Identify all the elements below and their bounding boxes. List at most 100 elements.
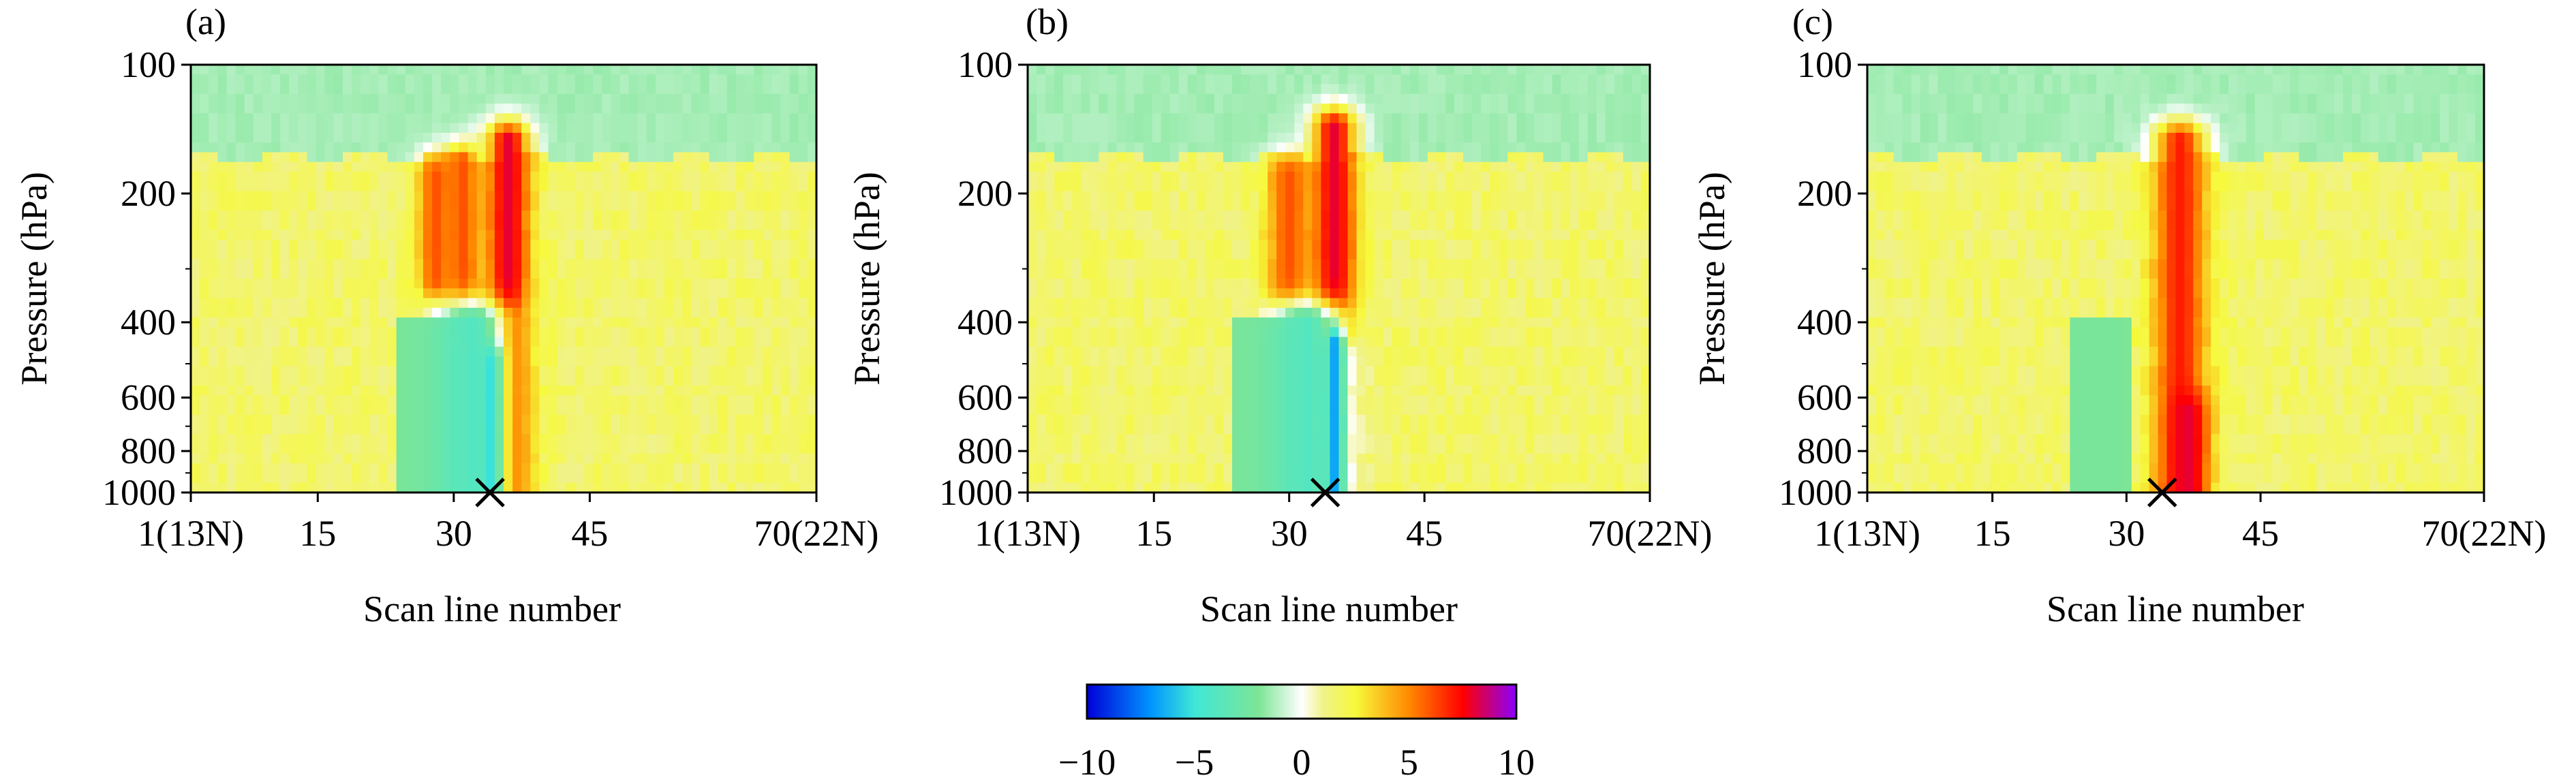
- heatmap-cell: [333, 220, 343, 231]
- heatmap-cell: [745, 191, 754, 202]
- heatmap-cell: [459, 142, 469, 153]
- heatmap-cell: [1107, 181, 1118, 192]
- heatmap-cell: [1205, 395, 1215, 406]
- heatmap-cell: [1090, 210, 1100, 221]
- heatmap-cell: [1134, 405, 1144, 416]
- heatmap-cell: [235, 161, 245, 172]
- heatmap-cell: [539, 366, 549, 377]
- heatmap-cell: [280, 288, 290, 299]
- heatmap-cell: [262, 395, 272, 406]
- heatmap-cell: [298, 181, 308, 192]
- heatmap-cell: [191, 453, 200, 464]
- heatmap-cell: [521, 113, 532, 124]
- heatmap-cell: [682, 181, 692, 192]
- heatmap-cell: [584, 200, 594, 211]
- heatmap-cell: [298, 104, 308, 114]
- heatmap-cell: [200, 279, 210, 290]
- heatmap-cell: [1347, 317, 1358, 328]
- heatmap-cell: [664, 473, 674, 484]
- heatmap-cell: [1214, 375, 1224, 386]
- heatmap-cell: [217, 288, 228, 299]
- heatmap-cell: [718, 93, 728, 104]
- heatmap-cell: [807, 220, 817, 231]
- heatmap-cell: [771, 463, 782, 474]
- heatmap-cell: [1205, 123, 1215, 134]
- heatmap-cell: [593, 74, 603, 85]
- heatmap-cell: [289, 405, 299, 416]
- heatmap-cell: [504, 434, 513, 445]
- heatmap-cell: [780, 259, 791, 270]
- heatmap-cell: [1143, 259, 1153, 270]
- heatmap-cell: [1072, 414, 1082, 425]
- heatmap-cell: [262, 473, 272, 484]
- heatmap-cell: [280, 230, 290, 240]
- heatmap-cell: [700, 191, 710, 202]
- heatmap-cell: [673, 386, 684, 396]
- heatmap-cell: [780, 104, 791, 114]
- heatmap-cell: [369, 152, 380, 163]
- heatmap-cell: [298, 259, 308, 270]
- heatmap-cell: [593, 239, 603, 250]
- heatmap-cell: [1116, 337, 1126, 347]
- heatmap-cell: [789, 337, 799, 347]
- heatmap-cell: [209, 104, 219, 114]
- heatmap-cell: [512, 132, 523, 143]
- heatmap-cell: [700, 356, 710, 367]
- heatmap-cell: [1392, 386, 1402, 396]
- heatmap-cell: [1116, 288, 1126, 299]
- heatmap-cell: [1294, 317, 1304, 328]
- heatmap-cell: [333, 317, 343, 328]
- heatmap-cell: [253, 356, 263, 367]
- heatmap-cell: [324, 298, 335, 309]
- heatmap-cell: [700, 424, 710, 435]
- heatmap-cell: [1312, 463, 1322, 474]
- heatmap-cell: [387, 142, 397, 153]
- heatmap-cell: [602, 181, 612, 192]
- heatmap-cell: [1294, 113, 1304, 124]
- heatmap-cell: [1285, 132, 1295, 143]
- heatmap-cell: [316, 65, 326, 76]
- heatmap-cell: [342, 366, 352, 377]
- heatmap-cell: [1196, 453, 1206, 464]
- heatmap-cell: [548, 366, 558, 377]
- heatmap-cell: [745, 113, 754, 124]
- heatmap-cell: [485, 434, 495, 445]
- heatmap-cell: [691, 65, 701, 76]
- heatmap-cell: [1241, 482, 1251, 493]
- heatmap-cell: [1285, 327, 1295, 338]
- heatmap-cell: [735, 191, 746, 202]
- heatmap-cell: [191, 307, 200, 318]
- heatmap-cell: [754, 375, 764, 386]
- heatmap-cell: [1037, 259, 1046, 270]
- heatmap-cell: [235, 74, 245, 85]
- heatmap-cell: [217, 161, 228, 172]
- heatmap-cell: [1259, 279, 1268, 290]
- heatmap-cell: [476, 104, 487, 114]
- heatmap-cell: [745, 123, 754, 134]
- heatmap-cell: [1383, 386, 1393, 396]
- heatmap-cell: [1072, 152, 1082, 163]
- heatmap-cell: [450, 161, 460, 172]
- heatmap-cell: [378, 405, 388, 416]
- heatmap-cell: [244, 375, 254, 386]
- heatmap-cell: [611, 132, 621, 143]
- heatmap-cell: [1028, 142, 1037, 153]
- heatmap-cell: [1072, 84, 1082, 95]
- heatmap-cell: [566, 317, 576, 328]
- heatmap-cell: [754, 181, 764, 192]
- heatmap-cell: [289, 123, 299, 134]
- heatmap-cell: [316, 230, 326, 240]
- heatmap-cell: [1205, 434, 1215, 445]
- heatmap-cell: [530, 424, 540, 435]
- heatmap-cell: [1330, 366, 1340, 377]
- heatmap-cell: [655, 307, 665, 318]
- heatmap-cell: [745, 161, 754, 172]
- heatmap-cell: [1107, 104, 1118, 114]
- heatmap-cell: [807, 386, 817, 396]
- heatmap-cell: [1081, 356, 1091, 367]
- heatmap-cell: [1099, 473, 1109, 484]
- heatmap-cell: [369, 74, 380, 85]
- heatmap-cell: [217, 453, 228, 464]
- heatmap-cell: [1338, 104, 1349, 114]
- heatmap-cell: [200, 132, 210, 143]
